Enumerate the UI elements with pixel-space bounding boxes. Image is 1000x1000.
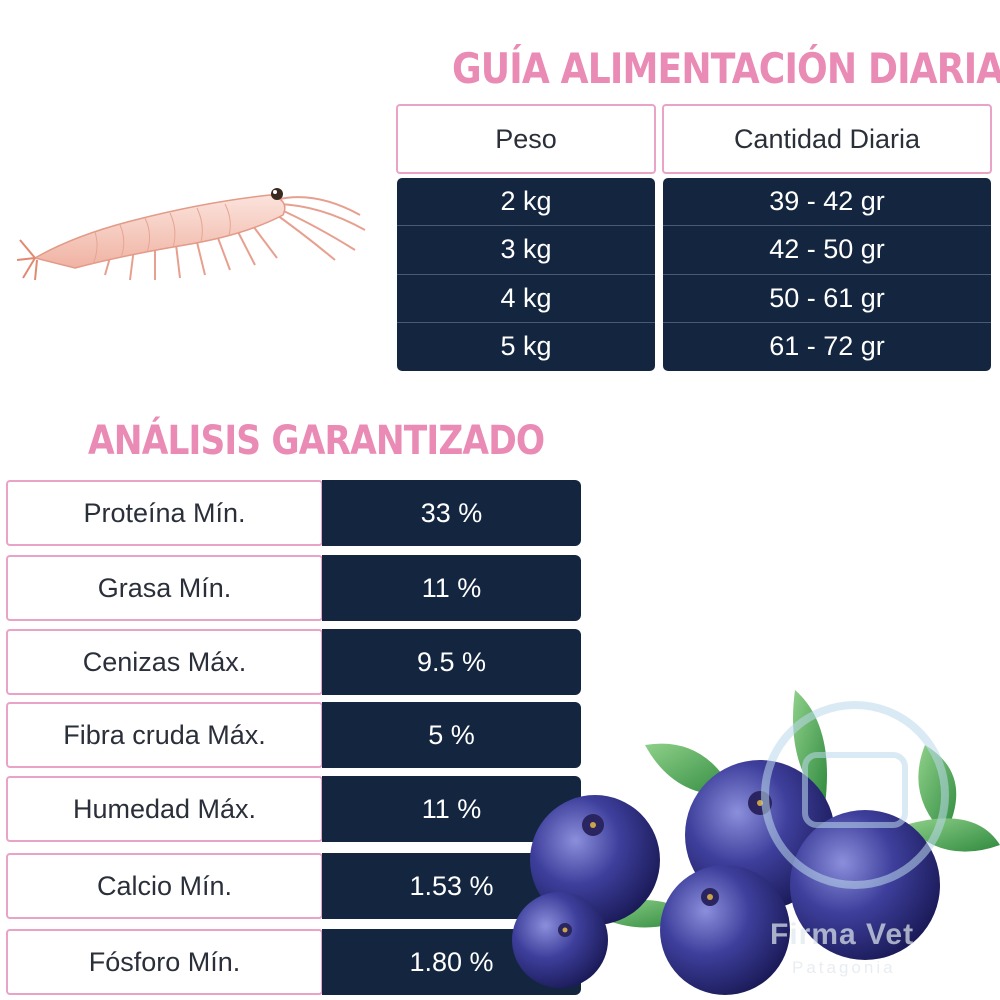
analysis-label: Fibra cruda Máx. bbox=[6, 702, 323, 768]
firma-vet-logo-icon bbox=[761, 701, 949, 889]
analysis-label: Humedad Máx. bbox=[6, 776, 323, 842]
analysis-value: 5 % bbox=[322, 702, 581, 768]
watermark-name: Firma Vet bbox=[770, 918, 915, 951]
analysis-label: Cenizas Máx. bbox=[6, 629, 323, 695]
watermark-subtitle: Patagonia bbox=[792, 958, 896, 977]
daily-amount-header: Cantidad Diaria bbox=[662, 104, 992, 174]
daily-amount-column: 39 - 42 gr 42 - 50 gr 50 - 61 gr 61 - 72… bbox=[663, 178, 991, 371]
feeding-guide-title: GUÍA ALIMENTACIÓN DIARIA bbox=[452, 44, 1000, 93]
analysis-value: 11 % bbox=[322, 555, 581, 621]
analysis-row: Cenizas Máx. 9.5 % bbox=[6, 629, 581, 695]
analysis-row: Proteína Mín. 33 % bbox=[6, 480, 581, 546]
analysis-value: 9.5 % bbox=[322, 629, 581, 695]
amount-cell: 50 - 61 gr bbox=[663, 275, 991, 323]
amount-cell: 42 - 50 gr bbox=[663, 226, 991, 275]
analysis-row: Fibra cruda Máx. 5 % bbox=[6, 702, 581, 768]
weight-cell: 4 kg bbox=[397, 275, 655, 323]
analysis-row: Fósforo Mín. 1.80 % bbox=[6, 929, 581, 995]
weight-column: 2 kg 3 kg 4 kg 5 kg bbox=[397, 178, 655, 371]
amount-cell: 61 - 72 gr bbox=[769, 331, 885, 362]
krill-illustration bbox=[16, 188, 366, 281]
analysis-row: Calcio Mín. 1.53 % bbox=[6, 853, 581, 919]
analysis-label: Fósforo Mín. bbox=[6, 929, 323, 995]
analysis-label: Grasa Mín. bbox=[6, 555, 323, 621]
weight-cell: 3 kg bbox=[397, 226, 655, 275]
amount-cell: 39 - 42 gr bbox=[663, 178, 991, 227]
analysis-row: Humedad Máx. 11 % bbox=[6, 776, 581, 842]
analysis-label: Proteína Mín. bbox=[6, 480, 323, 546]
analysis-title: ANÁLISIS GARANTIZADO bbox=[88, 418, 545, 464]
weight-cell: 5 kg bbox=[500, 331, 552, 362]
weight-header: Peso bbox=[396, 104, 656, 174]
analysis-row: Grasa Mín. 11 % bbox=[6, 555, 581, 621]
analysis-label: Calcio Mín. bbox=[6, 853, 323, 919]
analysis-value: 33 % bbox=[322, 480, 581, 546]
weight-cell: 2 kg bbox=[397, 178, 655, 227]
